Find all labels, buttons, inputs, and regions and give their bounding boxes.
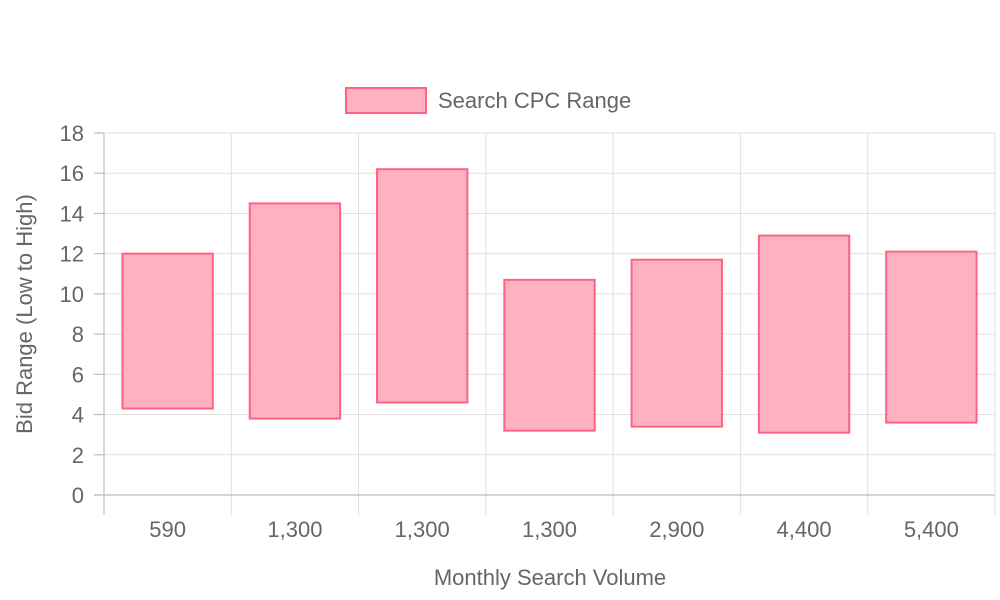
bar-range[interactable]: [630, 258, 723, 428]
bar-range[interactable]: [376, 168, 469, 404]
y-tick-label: 10: [60, 282, 84, 307]
bar-range[interactable]: [121, 252, 214, 410]
y-tick-label: 0: [72, 483, 84, 508]
x-axis-title: Monthly Search Volume: [434, 565, 666, 590]
x-tick-label: 590: [149, 517, 186, 542]
axes: [94, 133, 995, 515]
y-tick-label: 14: [60, 201, 84, 226]
y-tick-label: 16: [60, 161, 84, 186]
x-tick-label: 4,400: [777, 517, 832, 542]
legend-label: Search CPC Range: [438, 88, 631, 113]
y-tick-label: 18: [60, 121, 84, 146]
bar-range[interactable]: [885, 250, 978, 424]
bar-range[interactable]: [757, 234, 851, 434]
y-tick-label: 12: [60, 242, 84, 267]
bars: [121, 168, 978, 434]
bar-range[interactable]: [248, 202, 342, 420]
x-tick-label: 1,300: [267, 517, 322, 542]
x-tick-label: 1,300: [395, 517, 450, 542]
y-ticks: 0 2 4 6 8 10 12 14 16 18: [60, 121, 104, 508]
y-tick-label: 4: [72, 403, 84, 428]
legend-swatch: [345, 87, 427, 114]
x-ticks: 590 1,300 1,300 1,300 2,900 4,400 5,400: [149, 517, 959, 542]
x-tick-label: 5,400: [904, 517, 959, 542]
bar-range[interactable]: [503, 278, 596, 432]
x-tick-label: 1,300: [522, 517, 577, 542]
y-tick-label: 6: [72, 362, 84, 387]
legend[interactable]: Search CPC Range: [345, 87, 631, 114]
y-axis-title: Bid Range (Low to High): [12, 194, 37, 434]
x-tick-label: 2,900: [649, 517, 704, 542]
y-tick-label: 8: [72, 322, 84, 347]
y-tick-label: 2: [72, 443, 84, 468]
